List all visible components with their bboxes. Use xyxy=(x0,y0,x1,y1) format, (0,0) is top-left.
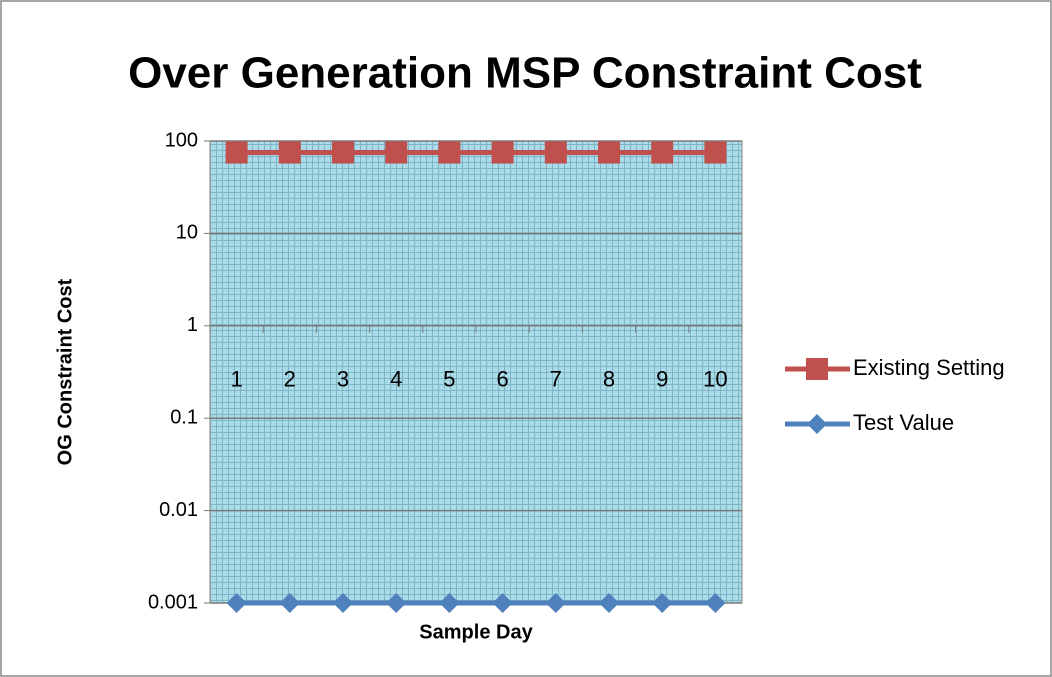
legend-label: Existing Setting xyxy=(853,355,1005,380)
data-point xyxy=(545,593,566,613)
legend-marker xyxy=(806,358,828,380)
data-point xyxy=(226,593,247,613)
x-tick-label: 9 xyxy=(656,367,668,392)
data-point xyxy=(386,593,407,613)
plot-area xyxy=(209,140,743,604)
x-tick-label: 3 xyxy=(337,367,349,392)
data-point xyxy=(652,593,673,613)
y-tick-label: 0.1 xyxy=(170,406,198,428)
data-point xyxy=(492,593,513,613)
data-point xyxy=(544,141,567,164)
data-point xyxy=(438,141,461,164)
legend-label: Test Value xyxy=(853,410,954,435)
data-point xyxy=(439,593,460,613)
data-point xyxy=(491,141,514,164)
data-point xyxy=(278,141,301,164)
data-point xyxy=(225,141,248,164)
data-point xyxy=(332,141,354,164)
x-tick-label: 2 xyxy=(284,367,296,392)
x-tick-label: 10 xyxy=(703,367,727,392)
x-tick-label: 8 xyxy=(603,367,615,392)
x-tick-label: 7 xyxy=(550,367,562,392)
x-axis-label: Sample Day xyxy=(419,621,533,643)
data-point xyxy=(704,141,727,164)
x-tick-label: 5 xyxy=(443,367,455,392)
data-point xyxy=(651,141,674,164)
data-point xyxy=(333,593,353,613)
legend-marker xyxy=(807,414,827,434)
data-point xyxy=(598,141,620,164)
y-tick-label: 0.01 xyxy=(159,499,198,521)
chart-title: Over Generation MSP Constraint Cost xyxy=(128,49,922,98)
y-tick-label: 1 xyxy=(187,314,198,336)
x-tick-label: 4 xyxy=(390,367,402,392)
x-tick-label: 1 xyxy=(230,367,242,392)
data-point xyxy=(279,593,300,613)
y-tick-label: 10 xyxy=(176,222,198,244)
data-point xyxy=(705,593,726,613)
y-axis-label: OG Constraint Cost xyxy=(54,278,76,465)
x-tick-label: 6 xyxy=(496,367,508,392)
y-tick-label: 100 xyxy=(165,129,198,151)
data-point xyxy=(385,141,408,164)
y-tick-label: 0.001 xyxy=(148,591,198,613)
data-point xyxy=(599,593,619,613)
